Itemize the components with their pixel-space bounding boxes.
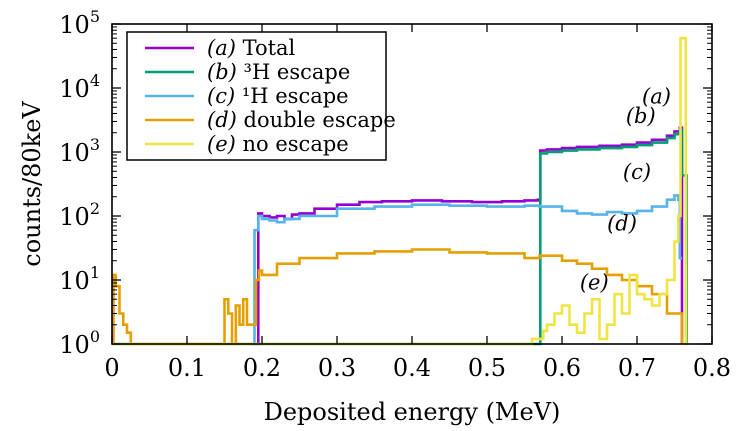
y-tick-exponent: 5 [90,7,100,26]
y-tick-exponent: 4 [90,71,100,90]
x-tick-label: 0.3 [318,354,356,382]
y-tick-exponent: 3 [90,135,100,154]
legend-label: ³H escape [237,60,350,84]
y-tick-exponent: 1 [90,263,100,282]
legend-label: double escape [237,108,396,132]
legend-tag: (d) [207,108,237,132]
x-tick-label: 0.2 [243,354,281,382]
series-line-e [112,36,688,346]
plot-content [112,36,688,346]
legend-entry: (c) ¹H escape [207,84,349,108]
x-tick-label: 0.5 [468,354,506,382]
y-tick-base: 10 [59,139,90,167]
y-tick-label: 103 [59,135,100,167]
series-line-c [251,194,682,346]
series-annotations: (a)(b) (c) (d) (e) [580,85,671,295]
y-tick-base: 10 [59,203,90,231]
y-tick-label: 102 [59,199,100,231]
x-axis-ticks: 0 0.1 0.2 0.3 0.4 0.5 0.6 0.7 0.8 [104,24,731,382]
x-tick-label: 0.6 [543,354,581,382]
legend-entry: (e) no escape [207,132,349,156]
x-tick-label: 0 [104,354,119,382]
annotation-label: (a) [642,85,671,109]
annotation-label: (e) [580,270,609,294]
legend-tag: (e) [207,132,236,156]
y-tick-base: 10 [59,267,90,295]
y-tick-label: 105 [59,7,100,39]
series-line-d [112,248,684,346]
legend-entry: (a) Total [207,36,296,60]
annotation-label: (b) [626,104,656,128]
y-tick-label: 101 [59,263,100,295]
y-tick-base: 10 [59,11,90,39]
x-axis-label: Deposited energy (MeV) [264,398,561,426]
y-tick-base: 10 [59,331,90,359]
legend: (a) Total(b) ³H escape(c) ¹H escape(d) d… [126,31,396,161]
x-tick-label: 0.8 [693,354,731,382]
y-axis-label: counts/80keV [18,101,46,267]
legend-entry: (d) double escape [207,108,396,132]
y-tick-label: 100 [59,327,100,359]
y-tick-label: 104 [59,71,100,103]
annotation-label: (d) [607,212,637,236]
legend-tag: (a) [207,36,236,60]
legend-label: no escape [236,132,349,156]
legend-tag: (c) [207,84,235,108]
y-tick-exponent: 0 [90,327,100,346]
legend-tag: (b) [207,60,237,84]
x-tick-label: 0.4 [393,354,431,382]
x-tick-label: 0.1 [168,354,206,382]
legend-entry: (b) ³H escape [207,60,350,84]
y-tick-exponent: 2 [90,199,100,218]
legend-label: Total [236,36,296,60]
legend-label: ¹H escape [235,84,348,108]
annotation-label: (c) [623,160,651,184]
y-tick-base: 10 [59,75,90,103]
x-tick-label: 0.7 [618,354,656,382]
